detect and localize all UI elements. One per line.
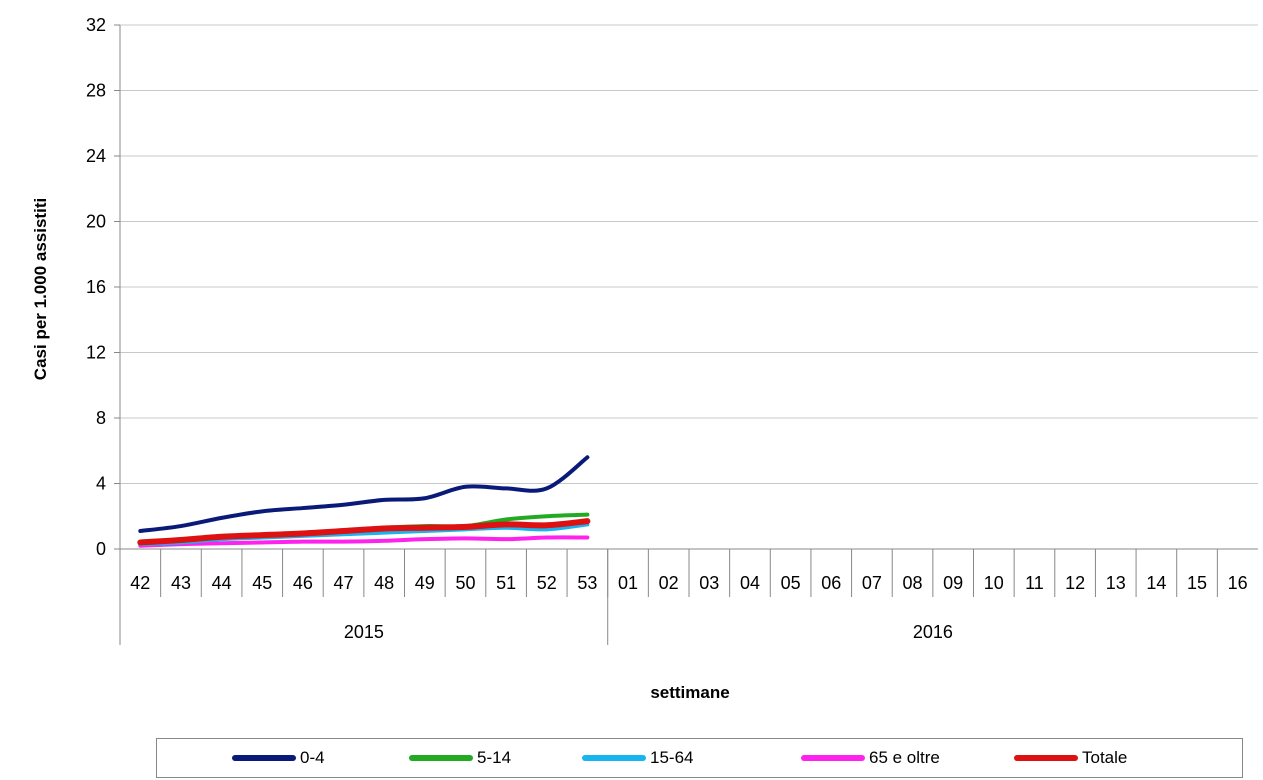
legend-label: 0-4 [300,748,325,767]
x-tick-label: 14 [1146,573,1166,593]
x-tick-label: 07 [862,573,882,593]
series-lines [137,455,591,548]
x-tick-label: 02 [659,573,679,593]
x-tick-label: 04 [740,573,760,593]
x-tick-label: 12 [1065,573,1085,593]
legend-label: 5-14 [477,748,512,767]
legend-swatch [1014,755,1078,761]
x-tick-label: 03 [699,573,719,593]
x-group-label: 2015 [344,622,384,642]
x-tick-labels: 42 43 44 45 46 47 48 49 50 51 52 53 01 02 03 04 05 06 07 08… [130,573,1247,593]
legend-item: 5-14 [409,748,511,768]
x-tick-label: 51 [496,573,516,593]
legend-item: Totale [1014,748,1127,768]
series-line-65-e-oltre [138,535,590,548]
y-axis-label: Casi per 1.000 assistiti [31,198,50,380]
y-tick-label: 0 [96,539,106,559]
y-tick-label: 4 [96,474,106,494]
x-tick-label: 06 [821,573,841,593]
legend-item: 65 e oltre [801,748,940,768]
x-tick-label: 16 [1228,573,1248,593]
x-group-labels: 2015 2016 [344,622,953,642]
y-tick-label: 24 [86,146,106,166]
y-tick-label: 32 [86,15,106,35]
y-tick-label: 12 [86,343,106,363]
legend-swatch [801,755,865,761]
y-tick-label: 8 [96,408,106,428]
x-tick-label: 47 [334,573,354,593]
legend: 0-4 5-14 15-64 65 e oltre Totale [156,738,1243,778]
x-tick-label: 43 [171,573,191,593]
legend-label: Totale [1082,748,1128,767]
legend-swatch [409,755,473,761]
x-tick-label: 42 [130,573,150,593]
axes [114,24,1258,645]
x-tick-label: 09 [943,573,963,593]
series-line-0-4 [138,455,590,533]
x-tick-label: 52 [537,573,557,593]
y-tick-labels: 0 4 8 12 16 20 24 28 32 [86,15,106,559]
gridlines [120,24,1258,484]
x-tick-label: 53 [577,573,597,593]
legend-label: 65 e oltre [869,748,940,767]
x-tick-label: 01 [618,573,638,593]
x-axis-label: settimane [650,683,729,702]
x-tick-label: 48 [374,573,394,593]
legend-swatch [582,755,646,761]
x-tick-label: 10 [984,573,1004,593]
x-tick-label: 05 [781,573,801,593]
y-tick-label: 20 [86,212,106,232]
y-tick-label: 16 [86,277,106,297]
legend-label: 15-64 [650,748,694,767]
x-tick-label: 15 [1187,573,1207,593]
legend-item: 0-4 [232,748,325,768]
series-line-totale [137,518,591,546]
x-tick-label: 46 [293,573,313,593]
x-tick-label: 11 [1025,573,1044,593]
x-tick-label: 13 [1106,573,1126,593]
x-tick-label: 49 [415,573,435,593]
x-tick-label: 44 [212,573,232,593]
legend-swatch [232,755,296,761]
x-group-label: 2016 [913,622,953,642]
x-tick-label: 50 [455,573,475,593]
x-tick-label: 45 [252,573,272,593]
legend-item: 15-64 [582,748,693,768]
x-tick-label: 08 [903,573,923,593]
y-tick-label: 28 [86,81,106,101]
